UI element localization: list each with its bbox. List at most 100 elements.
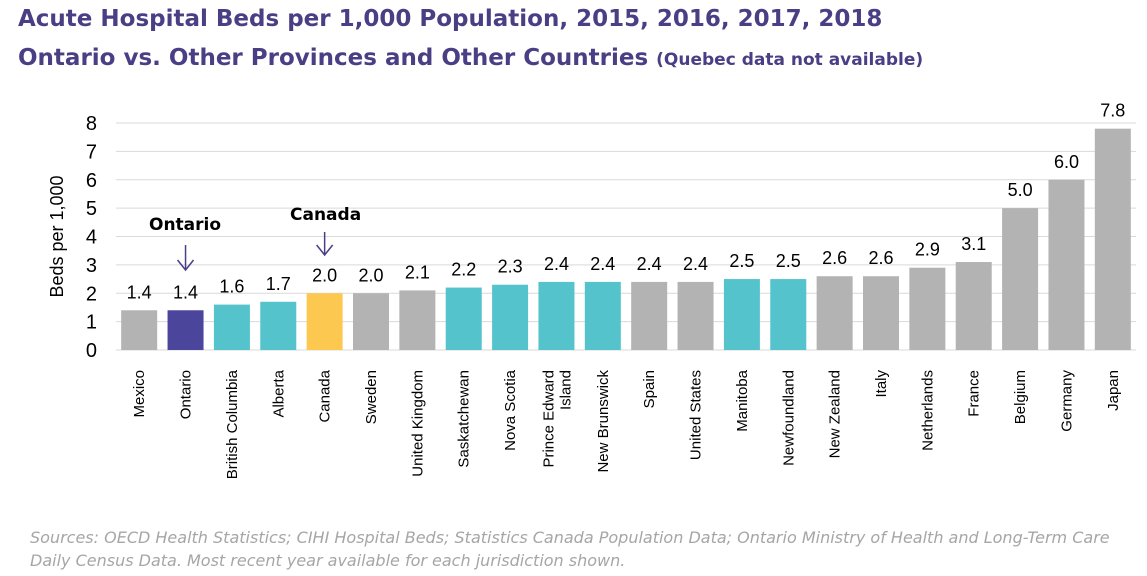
category-label: Manitoba: [734, 369, 751, 431]
value-label: 2.0: [358, 265, 383, 285]
category-label: France: [966, 370, 983, 417]
bar-belgium: [1002, 208, 1039, 350]
bar-ontario: [167, 310, 204, 350]
bar-sweden: [353, 293, 389, 350]
bar-alberta: [260, 301, 297, 350]
category-label: United Kingdom: [409, 370, 426, 477]
value-label: 2.4: [544, 254, 569, 274]
category-label-line: United States: [688, 370, 705, 460]
category-label-line: Nova Scotia: [502, 369, 519, 451]
bar-chart: 0 1 2 3 4 5 6 7 8 Beds per 1,000 1.4 Mexico 1.4 Ontar…: [47, 101, 1136, 479]
bar-prince-edward-island: [538, 281, 575, 350]
chart-title: Acute Hospital Beds per 1,000 Population…: [18, 6, 883, 32]
category-label-line: Alberta: [270, 369, 287, 417]
bar-united-kingdom: [399, 290, 436, 350]
chart-subtitle-note: (Quebec data not available): [656, 50, 924, 70]
value-label: 6.0: [1054, 152, 1079, 172]
y-tick-label: 3: [86, 255, 97, 277]
value-label: 2.5: [729, 251, 754, 271]
category-label-line: Prince Edward: [540, 370, 557, 468]
bar-netherlands: [909, 267, 946, 350]
value-label: 2.4: [637, 254, 662, 274]
value-label: 1.4: [127, 282, 152, 302]
value-label: 2.4: [590, 254, 615, 274]
chart-subtitle-main: Ontario vs. Other Provinces and Other Co…: [18, 45, 649, 71]
bar-mexico: [121, 310, 158, 350]
category-label: Japan: [1105, 370, 1122, 411]
bar-france: [955, 262, 992, 350]
value-label: 2.4: [683, 254, 708, 274]
value-label: 2.5: [776, 251, 801, 271]
category-label-line: United Kingdom: [409, 370, 426, 477]
category-label-line: Manitoba: [734, 369, 751, 431]
canada-arrow-head: [316, 244, 334, 257]
category-label-line: Newfoundland: [780, 370, 797, 466]
y-tick-label: 2: [86, 283, 97, 305]
bar-newfoundland: [770, 279, 807, 350]
value-label: 2.6: [868, 248, 893, 268]
value-label: 2.3: [498, 257, 523, 277]
y-axis-label: Beds per 1,000: [47, 175, 67, 297]
value-label: 2.6: [822, 248, 847, 268]
category-label: United States: [688, 370, 705, 460]
bar-british-columbia: [213, 304, 250, 350]
bar-saskatchewan: [445, 287, 482, 350]
ontario-arrow-head: [176, 259, 195, 272]
category-label-line: Belgium: [1012, 370, 1029, 424]
value-label: 2.2: [451, 260, 476, 280]
value-label: 2.1: [405, 262, 430, 282]
category-label: New Brunswick: [595, 370, 612, 473]
category-label-line: Germany: [1058, 370, 1075, 432]
category-label-line: New Brunswick: [595, 370, 612, 473]
y-tick-label: 5: [86, 198, 97, 220]
value-label: 2.0: [312, 265, 337, 285]
category-label-line: Japan: [1105, 370, 1122, 411]
bar-united-states: [677, 281, 714, 350]
category-label-line: British Columbia: [224, 369, 241, 479]
category-label: Spain: [641, 370, 658, 408]
category-label-line: Netherlands: [919, 370, 936, 451]
category-label-line: Mexico: [131, 370, 148, 418]
category-label-line: France: [966, 370, 983, 417]
category-label: Belgium: [1012, 370, 1029, 424]
value-label: 2.9: [915, 240, 940, 260]
category-label: Nova Scotia: [502, 369, 519, 451]
category-label: Alberta: [270, 369, 287, 417]
bar-new-brunswick: [584, 281, 621, 350]
category-label: New Zealand: [827, 370, 844, 458]
category-label: Newfoundland: [780, 370, 797, 466]
bar-canada: [306, 293, 343, 350]
category-label: Netherlands: [919, 370, 936, 451]
bar-germany: [1048, 179, 1085, 350]
y-tick-label: 1: [86, 312, 97, 334]
category-label-line: Italy: [873, 370, 890, 398]
category-label: Canada: [317, 369, 334, 422]
y-tick-label: 4: [86, 227, 97, 249]
category-label-line: Sweden: [363, 370, 380, 424]
category-label: Saskatchewan: [456, 370, 473, 468]
bar-new-zealand: [816, 276, 853, 350]
value-label: 5.0: [1008, 180, 1033, 200]
bar-manitoba: [723, 279, 760, 350]
bar-italy: [863, 276, 899, 350]
bar-nova-scotia: [492, 284, 529, 350]
category-label: Ontario: [178, 370, 195, 419]
y-tick-label: 8: [86, 113, 97, 135]
category-label: Germany: [1058, 370, 1075, 432]
ontario-annotation: Ontario: [149, 215, 222, 235]
y-tick-label: 0: [86, 340, 97, 362]
category-label: Mexico: [131, 370, 148, 418]
category-label: British Columbia: [224, 369, 241, 479]
value-label: 1.6: [219, 277, 244, 297]
chart-subtitle: Ontario vs. Other Provinces and Other Co…: [18, 45, 923, 71]
y-tick-label: 7: [86, 141, 97, 163]
category-label-line: Island: [557, 370, 574, 410]
category-label-line: Spain: [641, 370, 658, 408]
category-label: Sweden: [363, 370, 380, 424]
value-label: 3.1: [961, 234, 986, 254]
category-label: Prince EdwardIsland: [540, 370, 574, 468]
source-note: Sources: OECD Health Statistics; CIHI Ho…: [30, 528, 1110, 570]
category-label: Italy: [873, 370, 890, 398]
category-label-line: New Zealand: [827, 370, 844, 458]
category-label-line: Saskatchewan: [456, 370, 473, 468]
